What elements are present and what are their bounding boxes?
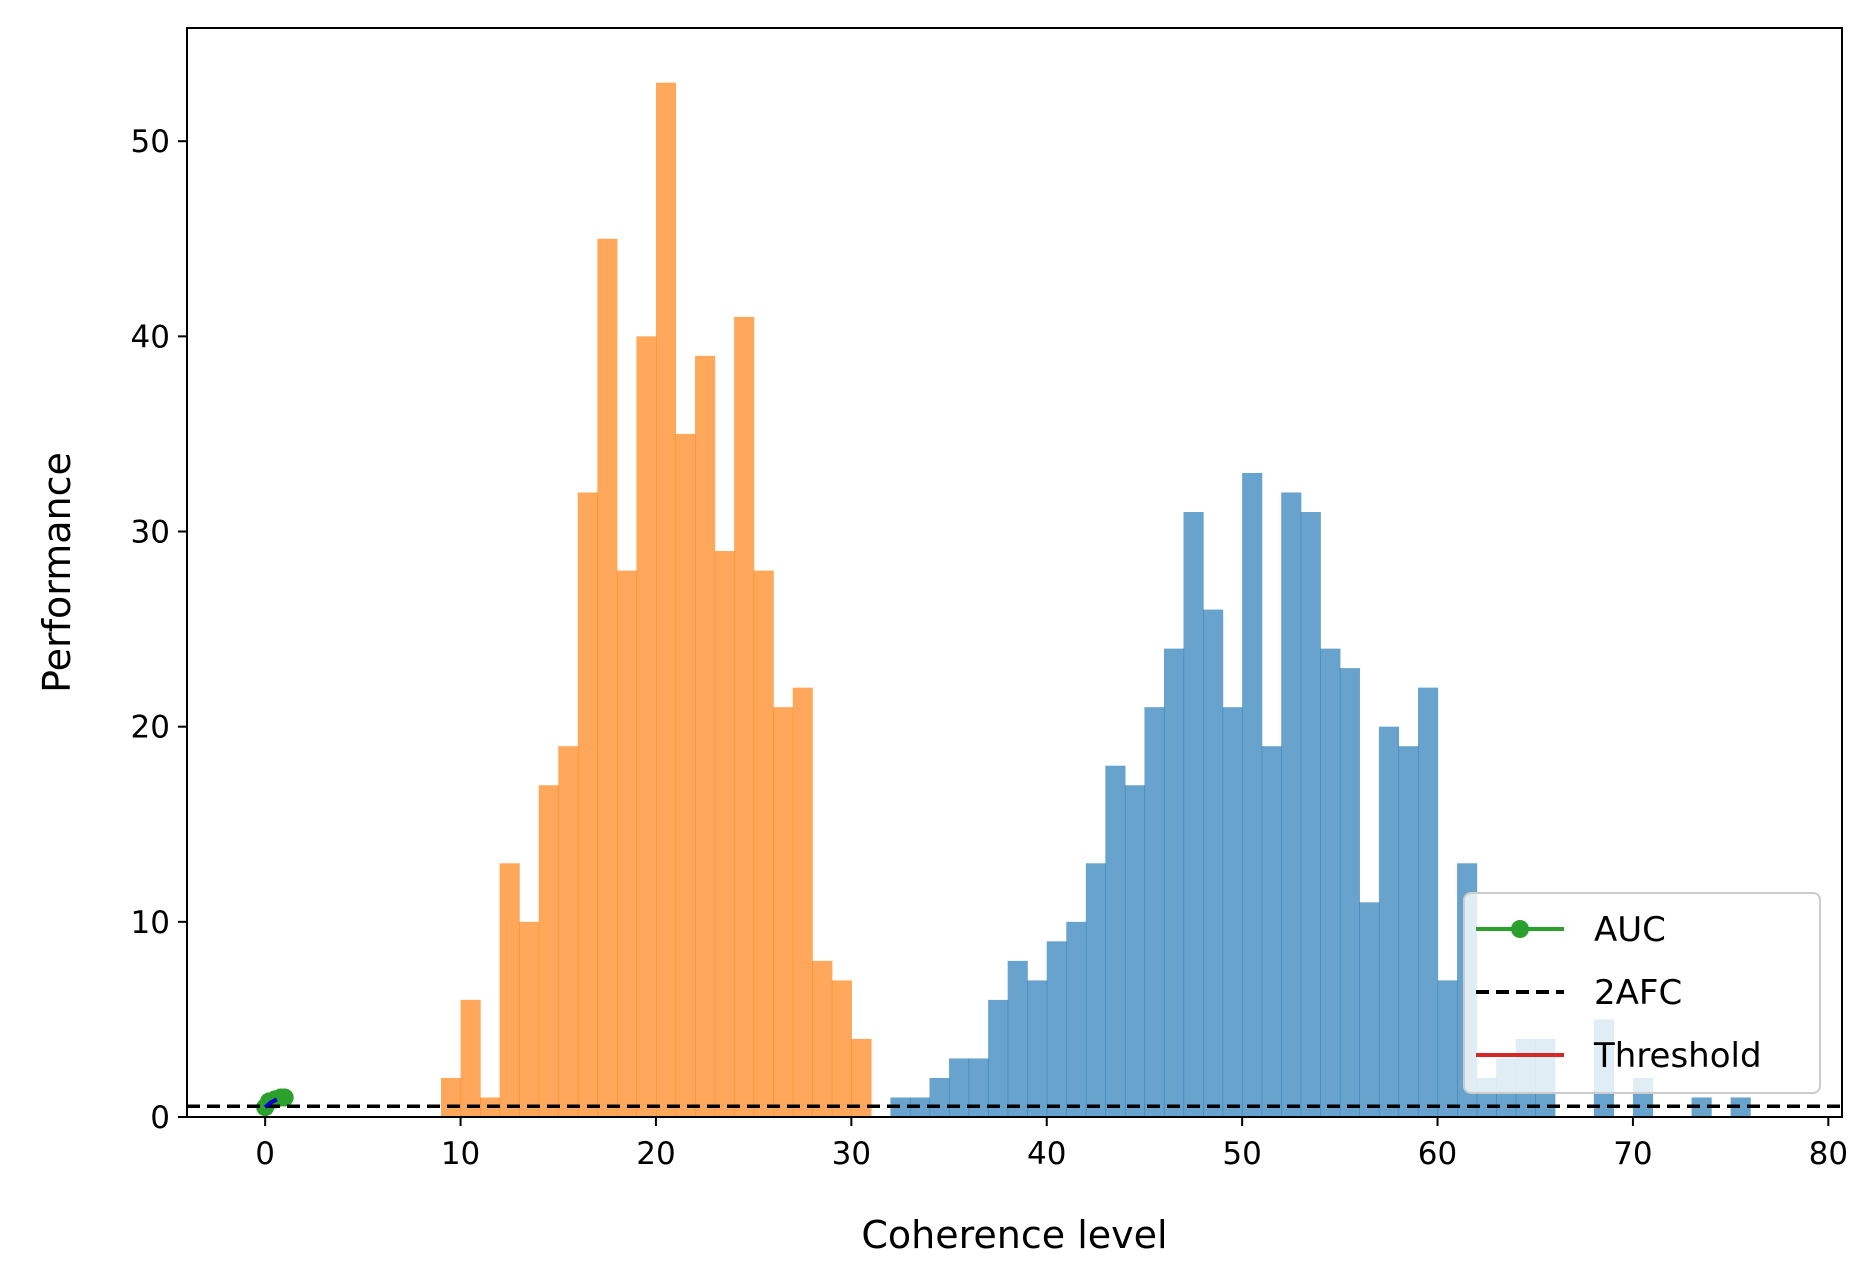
histogram-0-bar — [753, 570, 774, 1117]
histogram-1-bar — [1261, 746, 1282, 1117]
histogram-1-bar — [1242, 472, 1263, 1117]
bars-layer — [441, 82, 1751, 1118]
legend-item: 2AFC — [1476, 973, 1682, 1013]
histogram-0-bar — [851, 1038, 872, 1117]
histogram-1-bar — [1730, 1097, 1751, 1117]
histogram-1-bar — [890, 1097, 911, 1117]
histogram-0-bar — [812, 960, 833, 1117]
x-tick-label: 10 — [441, 1136, 480, 1172]
histogram-1-bar — [1300, 512, 1321, 1117]
histogram-0-bar — [519, 921, 540, 1117]
legend-label: 2AFC — [1594, 973, 1682, 1013]
histogram-1-bar — [1124, 785, 1146, 1117]
histogram-1-bar — [1320, 648, 1341, 1117]
x-tick-label: 20 — [636, 1136, 675, 1172]
histogram-1-bar — [1183, 512, 1204, 1117]
histogram-1-bar — [1339, 668, 1360, 1117]
y-tick-label: 10 — [131, 905, 170, 941]
histogram-0-bar — [538, 785, 559, 1117]
histogram-0-bar — [499, 863, 520, 1117]
histogram-1-bar — [909, 1097, 931, 1117]
histogram-1-bar — [1046, 941, 1067, 1117]
histogram-1-bar — [1437, 980, 1458, 1117]
histogram-1-bar — [1144, 707, 1165, 1117]
histogram-1-bar — [1163, 648, 1185, 1117]
legend: AUC 2AFC Threshold — [1463, 892, 1821, 1094]
series-0-point — [275, 1088, 294, 1107]
histogram-1-bar — [949, 1058, 970, 1117]
y-tick-label: 30 — [131, 515, 170, 551]
histogram-0-bar — [616, 570, 638, 1117]
histogram-0-bar — [655, 82, 677, 1118]
histogram-0-bar — [460, 999, 481, 1117]
x-tick-label: 0 — [255, 1136, 275, 1172]
histogram-0-bar — [675, 433, 696, 1117]
legend-label: Threshold — [1593, 1036, 1762, 1076]
histogram-0-bar — [558, 746, 579, 1117]
histogram-1-bar — [1066, 921, 1087, 1117]
small-series-line — [263, 1097, 278, 1109]
x-tick-label: 50 — [1222, 1136, 1261, 1172]
histogram-1-bar — [1007, 960, 1028, 1117]
y-tick-label: 0 — [150, 1100, 170, 1136]
y-tick-label: 50 — [131, 124, 170, 160]
histogram-1-bar — [1378, 726, 1400, 1117]
histogram-0-bar — [441, 1077, 462, 1117]
lines-layer — [187, 1088, 1842, 1117]
histogram-1-bar — [1359, 902, 1380, 1117]
histogram-1-bar — [929, 1077, 950, 1117]
histogram-1-bar — [1398, 746, 1419, 1117]
legend-label: AUC — [1594, 910, 1666, 950]
histogram-1-bar — [1691, 1097, 1712, 1117]
histogram-0-bar — [695, 355, 716, 1117]
plot-frame — [186, 27, 1843, 1118]
histogram-1-bar — [968, 1058, 989, 1117]
legend-item: AUC — [1476, 910, 1666, 950]
x-tick-label: 80 — [1809, 1136, 1848, 1172]
legend-items: AUC 2AFC Threshold — [1476, 910, 1762, 1076]
legend-item: Threshold — [1476, 1036, 1762, 1076]
histogram-1-bar — [1417, 687, 1439, 1117]
histogram-0-bar — [773, 707, 794, 1117]
histogram-0-bar — [792, 687, 813, 1117]
histogram-1-bar — [988, 999, 1009, 1117]
y-tick-label: 40 — [131, 319, 170, 355]
histogram-1-bar — [1222, 707, 1243, 1117]
histogram-1-bar — [1203, 609, 1224, 1117]
histogram-1-bar — [1085, 863, 1106, 1117]
legend-box — [1463, 892, 1821, 1094]
histogram-0-bar — [714, 551, 735, 1117]
legend-marker — [1511, 920, 1529, 938]
histogram-0-bar — [577, 492, 598, 1117]
histogram-0-bar — [636, 336, 657, 1117]
x-tick-label: 70 — [1613, 1136, 1652, 1172]
y-axis-title: Performance — [35, 452, 79, 693]
x-axis-title: Coherence level — [861, 1213, 1167, 1257]
axes-layer: 0 10 20 30 40 50 60 70 80 0 10 20 30 40 50 — [131, 27, 1848, 1172]
x-tick-label: 40 — [1027, 1136, 1066, 1172]
histogram-0-bar — [831, 980, 852, 1117]
histogram-1-bar — [1105, 765, 1126, 1117]
histogram-0-bar — [597, 238, 618, 1118]
x-tick-label: 30 — [832, 1136, 871, 1172]
y-tick-label: 20 — [131, 710, 170, 746]
histogram-1-bar — [1281, 492, 1302, 1117]
histogram-0-bar — [734, 316, 755, 1117]
x-tick-label: 60 — [1418, 1136, 1457, 1172]
histogram-1-bar — [1027, 980, 1048, 1117]
